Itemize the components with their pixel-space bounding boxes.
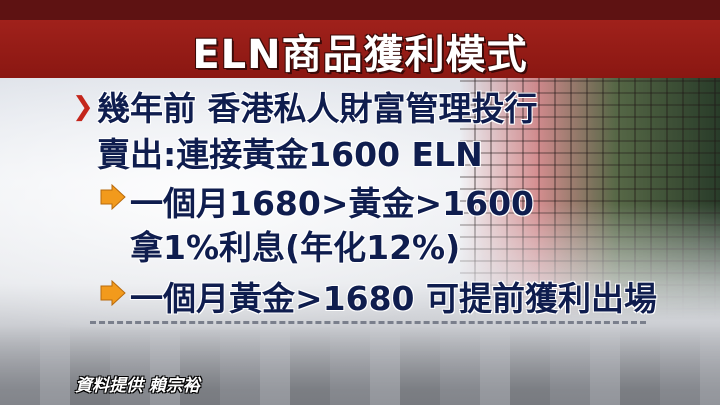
line-2: 賣出:連接黃金1600 ELN: [97, 135, 483, 174]
chevron-right-icon: ❯: [72, 92, 94, 122]
orange-arrow-icon: [100, 184, 126, 210]
title-bar: [0, 20, 720, 78]
source-credit: 資料提供 賴宗裕: [75, 376, 200, 396]
dashed-divider: [90, 321, 646, 324]
line-5: 一個月黃金>1680 可提前獲利出場: [130, 279, 657, 318]
city-background: [0, 325, 720, 405]
page-title: ELN商品獲利模式: [192, 32, 528, 78]
stock-board-background: [460, 60, 720, 320]
orange-arrow-icon: [100, 280, 126, 306]
line-3: 一個月1680>黃金>1600: [130, 184, 534, 223]
top-strip: [0, 0, 720, 20]
line-4: 拿1%利息(年化12%): [130, 228, 461, 267]
line-1: 幾年前 香港私人財富管理投行: [97, 89, 538, 128]
